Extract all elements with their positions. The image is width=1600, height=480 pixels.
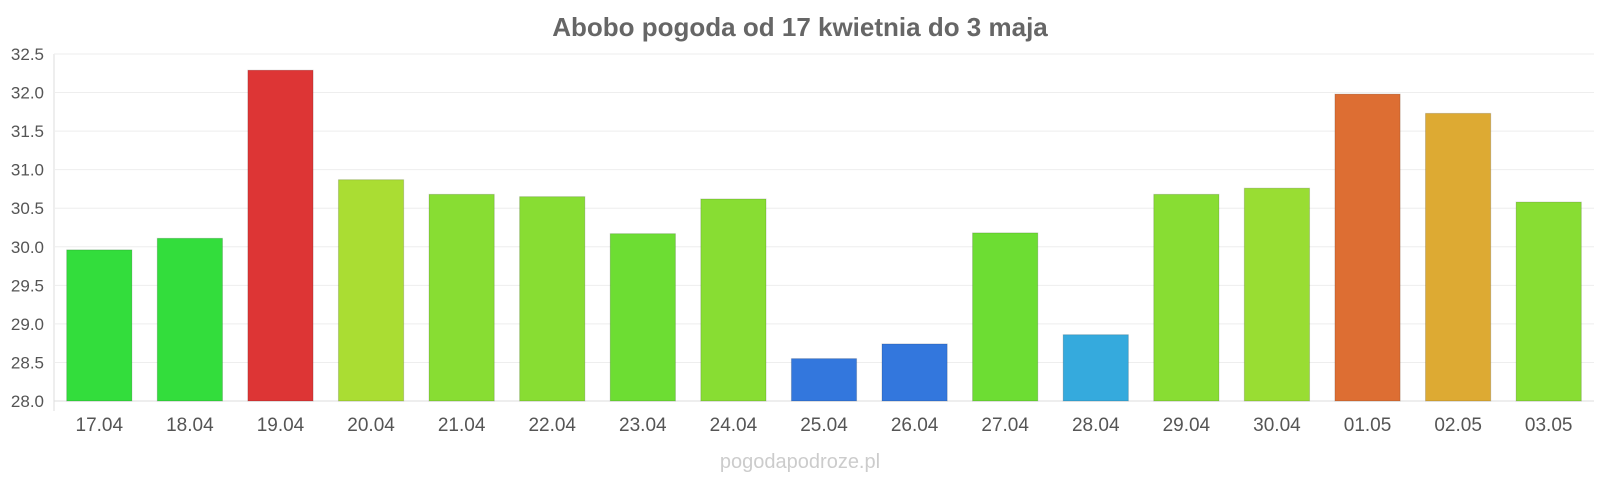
bar-22.04: [519, 196, 586, 402]
x-tick-label: 22.04: [528, 415, 576, 436]
bar-29.04: [1153, 193, 1220, 402]
x-tick-label: 30.04: [1253, 415, 1301, 436]
y-tick-label: 30.0: [11, 238, 44, 257]
x-tick-label: 17.04: [76, 415, 124, 436]
bar-17.04: [66, 249, 133, 402]
bar-19.04: [247, 69, 314, 402]
bar-21.04: [428, 193, 495, 402]
bar-18.04: [156, 237, 223, 402]
y-tick-label: 32.0: [11, 84, 44, 103]
x-tick-label: 28.04: [1072, 415, 1120, 436]
y-tick-label: 28.5: [11, 353, 44, 372]
x-tick-label: 20.04: [347, 415, 395, 436]
x-axis-ticks: 17.04 18.04 19.04 20.04 21.04 22.04 23.04 24.04…: [76, 415, 1573, 436]
x-tick-label: 19.04: [257, 415, 305, 436]
x-tick-label: 24.04: [710, 415, 758, 436]
y-tick-label: 30.5: [11, 199, 44, 218]
bar-20.04: [337, 179, 405, 402]
chart-title: Abobo pogoda od 17 kwietnia do 3 maja: [552, 12, 1048, 42]
bar-25.04: [790, 358, 858, 402]
bar-30.04: [1243, 187, 1311, 402]
y-tick-label: 31.0: [11, 161, 44, 180]
y-tick-label: 32.5: [11, 45, 44, 64]
x-tick-label: 26.04: [891, 415, 939, 436]
bar-26.04: [881, 343, 948, 402]
bar-27.04: [972, 232, 1039, 402]
bar-02.05: [1425, 112, 1492, 402]
x-tick-label: 29.04: [1163, 415, 1211, 436]
x-tick-label: 25.04: [800, 415, 848, 436]
x-tick-label: 01.05: [1344, 415, 1392, 436]
y-axis-ticks: 28.0 28.5 29.0 29.5 30.0 30.5 31.0 31.5 32.0 32.5: [11, 45, 44, 411]
bar-28.04: [1062, 334, 1129, 402]
y-tick-label: 28.0: [11, 392, 44, 411]
bar-23.04: [609, 233, 676, 402]
y-tick-label: 29.5: [11, 276, 44, 295]
x-tick-label: 18.04: [166, 415, 214, 436]
x-tick-label: 02.05: [1434, 415, 1482, 436]
watermark-text: pogodapodroze.pl: [720, 451, 880, 473]
bar-24.04: [700, 198, 767, 402]
x-tick-label: 23.04: [619, 415, 667, 436]
bar-03.05: [1515, 201, 1582, 402]
y-tick-label: 31.5: [11, 122, 44, 141]
y-tick-label: 29.0: [11, 315, 44, 334]
bars: [66, 69, 1582, 402]
bar-01.05: [1334, 93, 1401, 402]
x-tick-label: 27.04: [981, 415, 1029, 436]
x-tick-label: 03.05: [1525, 415, 1573, 436]
x-tick-label: 21.04: [438, 415, 486, 436]
